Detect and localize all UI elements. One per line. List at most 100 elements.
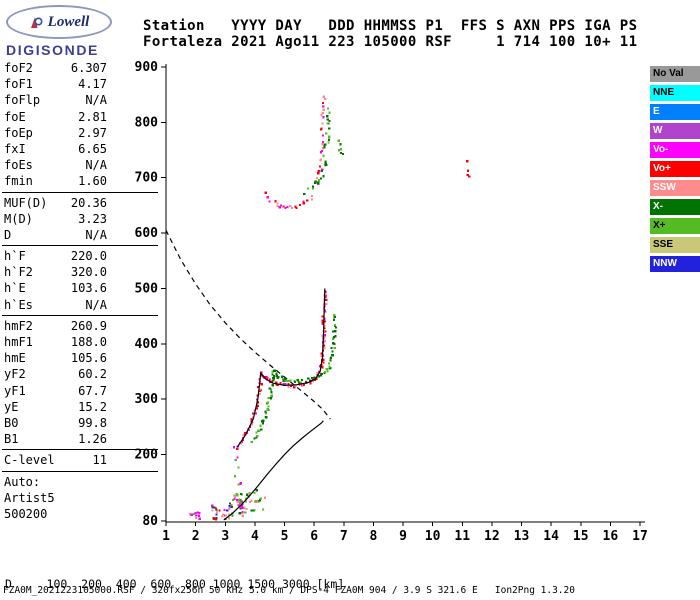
digisonde-logo: Lowell DIGISONDE: [6, 5, 112, 58]
param-row-hmf1: hmF1 188.0: [2, 334, 158, 350]
param-value: 2.97: [78, 125, 107, 140]
param-label: C-level: [4, 453, 55, 468]
true-height-profile: [223, 420, 324, 521]
param-label: M(D): [4, 211, 33, 226]
param-label: foEs: [4, 158, 33, 173]
legend-item-x+: X+: [650, 218, 700, 234]
svg-text:300: 300: [135, 392, 159, 407]
legend-item-vo-: Vo-: [650, 142, 700, 158]
param-value: 3.23: [78, 211, 107, 226]
svg-text:7: 7: [340, 529, 348, 544]
es-cluster-low-freq: [188, 511, 201, 520]
lowell-emblem-icon: [30, 16, 43, 28]
param-label: hmF2: [4, 318, 33, 333]
param-value: N/A: [85, 227, 107, 242]
f-trace-extraordinary: [250, 313, 337, 444]
legend-item-vo+: Vo+: [650, 161, 700, 177]
svg-text:1: 1: [162, 529, 170, 544]
param-row-foe: foE 2.81: [2, 109, 158, 125]
param-value: 320.0: [70, 265, 107, 280]
logo-digisonde-text: DIGISONDE: [6, 42, 99, 58]
legend-item-e: E: [650, 104, 700, 120]
svg-text:600: 600: [135, 226, 159, 241]
param-label: fmin: [4, 174, 33, 189]
svg-text:900: 900: [135, 60, 159, 75]
param-label: Artist5: [4, 490, 55, 505]
second-order-x-trace: [303, 107, 331, 195]
param-row-hf2: h`F2 320.0: [2, 264, 158, 280]
param-row-hme: hmE 105.6: [2, 350, 158, 366]
svg-text:15: 15: [573, 529, 589, 544]
param-label: B1: [4, 432, 19, 447]
legend-item-ssw: SSW: [650, 180, 700, 196]
spread-dots-top-right: [337, 139, 345, 155]
param-value: 99.8: [78, 415, 107, 430]
param-label: foEp: [4, 125, 33, 140]
artist-fitted-trace: [236, 288, 326, 448]
param-row-auto: Auto:: [2, 474, 158, 490]
status-line: FZA0M_2021223105000.RSF / 320fx256h 50 k…: [3, 585, 575, 596]
param-row-500200: 500200: [2, 506, 158, 522]
svg-text:6: 6: [310, 529, 318, 544]
param-label: h`F: [4, 249, 26, 264]
es-cluster-mid: [211, 504, 231, 521]
logo-brand-text: Lowell: [47, 13, 90, 30]
svg-text:11: 11: [454, 529, 470, 544]
svg-text:8: 8: [369, 529, 377, 544]
svg-text:5: 5: [281, 529, 289, 544]
param-label: yF1: [4, 383, 26, 398]
header-column-titles: Station YYYY DAY DDD HHMMSS P1 FFS S AXN…: [143, 18, 638, 34]
param-row-md: M(D) 3.23: [2, 211, 158, 227]
param-value: 188.0: [70, 335, 107, 349]
legend-item-nne: NNE: [650, 85, 700, 101]
param-row-foflp: foFlp N/A: [2, 92, 158, 108]
param-value: 67.7: [78, 383, 107, 398]
svg-text:16: 16: [603, 529, 619, 544]
svg-text:9: 9: [399, 529, 407, 544]
es-spread-streak: [233, 456, 244, 509]
station-header: Station YYYY DAY DDD HHMMSS P1 FFS S AXN…: [143, 18, 637, 50]
param-value: 15.2: [78, 399, 107, 414]
distance-row: D 100 200 400 600 800 1000 1500 3000 [km…: [5, 577, 345, 591]
param-divider: [2, 449, 158, 451]
param-value: 4.17: [78, 77, 107, 92]
lowell-logo-oval: Lowell: [6, 5, 112, 39]
transmission-curve: [165, 230, 331, 420]
param-row-d: D N/A: [2, 227, 158, 243]
svg-text:200: 200: [135, 448, 159, 463]
svg-text:10: 10: [425, 529, 441, 544]
svg-text:4: 4: [251, 529, 259, 544]
param-value: 103.6: [70, 281, 107, 296]
param-value: N/A: [85, 158, 107, 173]
param-label: Auto:: [4, 474, 41, 489]
param-row-fof2: foF2 6.307: [2, 60, 158, 76]
param-row-b0: B0 99.8: [2, 415, 158, 431]
param-label: h`E: [4, 281, 26, 296]
param-label: yF2: [4, 367, 26, 382]
param-row-hmf2: hmF2 260.9: [2, 318, 158, 334]
param-row-fmin: fmin 1.60: [2, 173, 158, 189]
param-row-clevel: C-level 11: [2, 452, 158, 468]
legend-item-w: W: [650, 123, 700, 139]
param-row-b1: B1 1.26: [2, 431, 158, 447]
es-cluster-4mhz: [243, 489, 267, 514]
param-value: 60.2: [78, 367, 107, 382]
param-label: D: [4, 227, 12, 242]
param-value: 11: [92, 453, 107, 468]
svg-text:400: 400: [135, 337, 159, 352]
axes: [161, 64, 645, 526]
svg-text:13: 13: [514, 529, 530, 544]
param-value: N/A: [85, 93, 107, 108]
axis-tick-labels: 1 2 3 4 5 6 7 8 9 10 11 12 13 14 15 16 17900800700600500…: [135, 60, 648, 544]
svg-text:14: 14: [543, 529, 559, 544]
param-divider: [2, 245, 158, 247]
param-label: foF1: [4, 77, 33, 92]
param-value: 6.307: [70, 61, 107, 75]
param-label: foF2: [4, 61, 33, 75]
parameter-panel: foF2 6.307 foF1 4.17 foFlp N/A foE 2.81 foEp 2.97…: [2, 60, 158, 522]
param-value: N/A: [85, 297, 107, 312]
param-row-fof1: foF1 4.17: [2, 76, 158, 92]
dmuf-table: D 100 200 400 600 800 1000 1500 3000 [km…: [5, 553, 351, 600]
